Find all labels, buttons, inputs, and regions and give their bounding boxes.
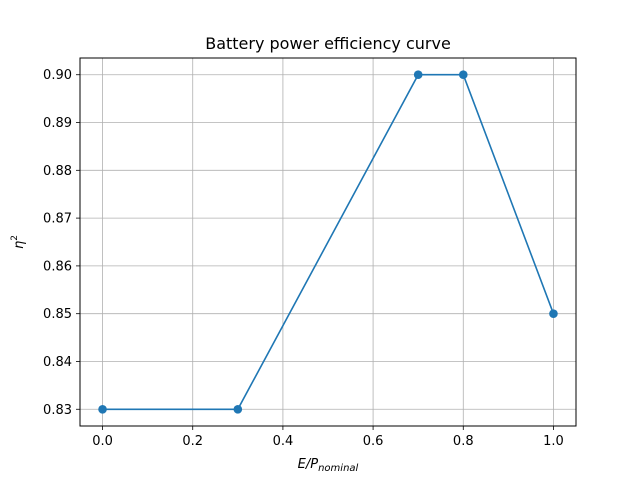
data-point: [233, 404, 243, 414]
x-tick-label: 0.2: [182, 434, 203, 449]
x-axis-ticks: 0.0 0.2 0.4 0.6 0.8 1.0: [92, 426, 564, 449]
y-tick-label: 0.85: [43, 307, 72, 322]
y-tick-label: 0.88: [43, 164, 72, 179]
y-tick-label: 0.83: [43, 403, 72, 418]
y-tick-label: 0.89: [43, 116, 72, 131]
y-tick-label: 0.90: [43, 68, 72, 83]
y-axis-label-base: η: [12, 241, 27, 249]
chart-title: Battery power efficiency curve: [205, 34, 451, 53]
series-layer: [98, 70, 558, 414]
y-tick-label: 0.84: [43, 355, 72, 370]
y-tick-label: 0.86: [43, 259, 72, 274]
x-tick-label: 0.0: [92, 434, 113, 449]
x-tick-label: 0.8: [453, 434, 474, 449]
data-point: [549, 309, 558, 318]
data-point: [458, 70, 468, 80]
y-tick-label: 0.87: [43, 212, 72, 227]
x-tick-label: 0.4: [273, 434, 294, 449]
data-point: [413, 70, 423, 80]
x-tick-label: 0.6: [363, 434, 384, 449]
y-axis-label: η2: [10, 235, 27, 249]
y-axis-label-superscript: 2: [10, 235, 20, 241]
x-axis-label: E/Pnominal: [298, 457, 359, 474]
y-axis-ticks: 0.83 0.84 0.85 0.86 0.87 0.88 0.89 0.90: [43, 68, 80, 418]
data-point: [98, 404, 107, 414]
grid-lines: [80, 58, 576, 426]
plot-frame: [79, 57, 577, 427]
x-tick-label: 1.0: [543, 434, 564, 449]
x-axis-label-base: E/P: [298, 457, 319, 472]
x-axis-label-subscript: nominal: [318, 463, 358, 474]
